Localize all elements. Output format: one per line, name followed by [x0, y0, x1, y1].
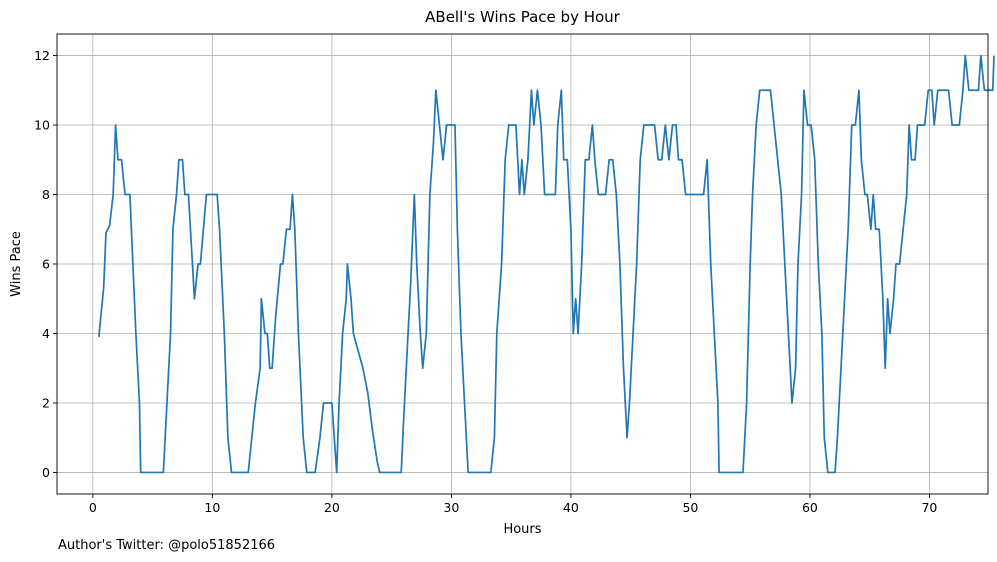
- x-tick-label: 70: [921, 500, 937, 515]
- y-axis-title: Wins Pace: [9, 231, 24, 297]
- author-note: Author's Twitter: @polo51852166: [58, 538, 276, 553]
- y-tick-label: 10: [34, 118, 50, 133]
- x-tick-label: 10: [204, 500, 220, 515]
- x-tick-label: 30: [443, 500, 459, 515]
- y-tick-label: 4: [42, 326, 50, 341]
- chart-title: ABell's Wins Pace by Hour: [425, 8, 621, 26]
- y-tick-label: 0: [42, 465, 50, 480]
- y-tick-label: 2: [42, 395, 50, 410]
- x-tick-label: 40: [563, 500, 579, 515]
- y-tick-label: 8: [42, 187, 50, 202]
- x-tick-label: 50: [682, 500, 698, 515]
- x-axis-title: Hours: [503, 522, 541, 537]
- x-tick-label: 0: [89, 500, 97, 515]
- y-tick-label: 6: [42, 257, 50, 272]
- y-tick-label: 12: [34, 48, 50, 63]
- x-tick-label: 60: [802, 500, 818, 515]
- data-series-line: [97, 54, 995, 474]
- x-tick-label: 20: [324, 500, 340, 515]
